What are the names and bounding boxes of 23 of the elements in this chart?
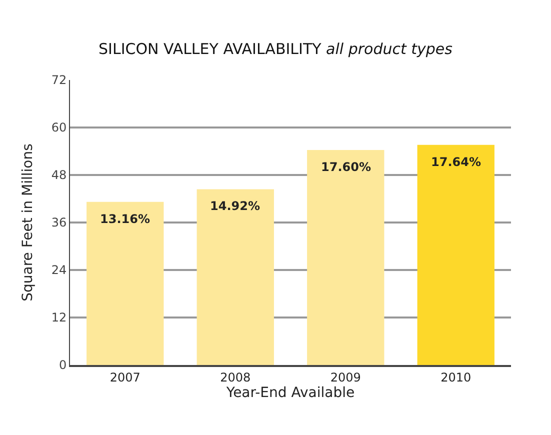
bar [86,202,164,365]
x-tick-label: 2008 [220,370,251,384]
x-tick-label: 2009 [330,370,361,384]
chart-title: SILICON VALLEY AVAILABILITY [98,40,322,58]
bar [196,189,274,365]
annotation: 17.60% [321,160,371,174]
y-tick-label: 24 [51,263,67,278]
y-tick-label: 72 [51,73,67,88]
y-axis-title: Square Feet in Millions [20,144,36,302]
bar [417,144,494,365]
y-tick-label: 12 [51,310,67,325]
y-tick-label: 36 [51,216,67,230]
bar [307,150,384,365]
chart-subtitle: all product types [326,40,453,58]
annotation: 17.64% [431,155,481,169]
y-tick-label: 60 [51,120,67,135]
x-axis-title: Year-End Available [225,385,355,402]
x-tick-label: 2007 [110,370,140,384]
x-tick-label: 2010 [440,370,472,384]
y-tick-label: 48 [51,168,67,182]
annotation: 13.16% [100,212,150,226]
y-tick-label: 0 [58,358,67,372]
annotation: 14.92% [210,199,260,213]
